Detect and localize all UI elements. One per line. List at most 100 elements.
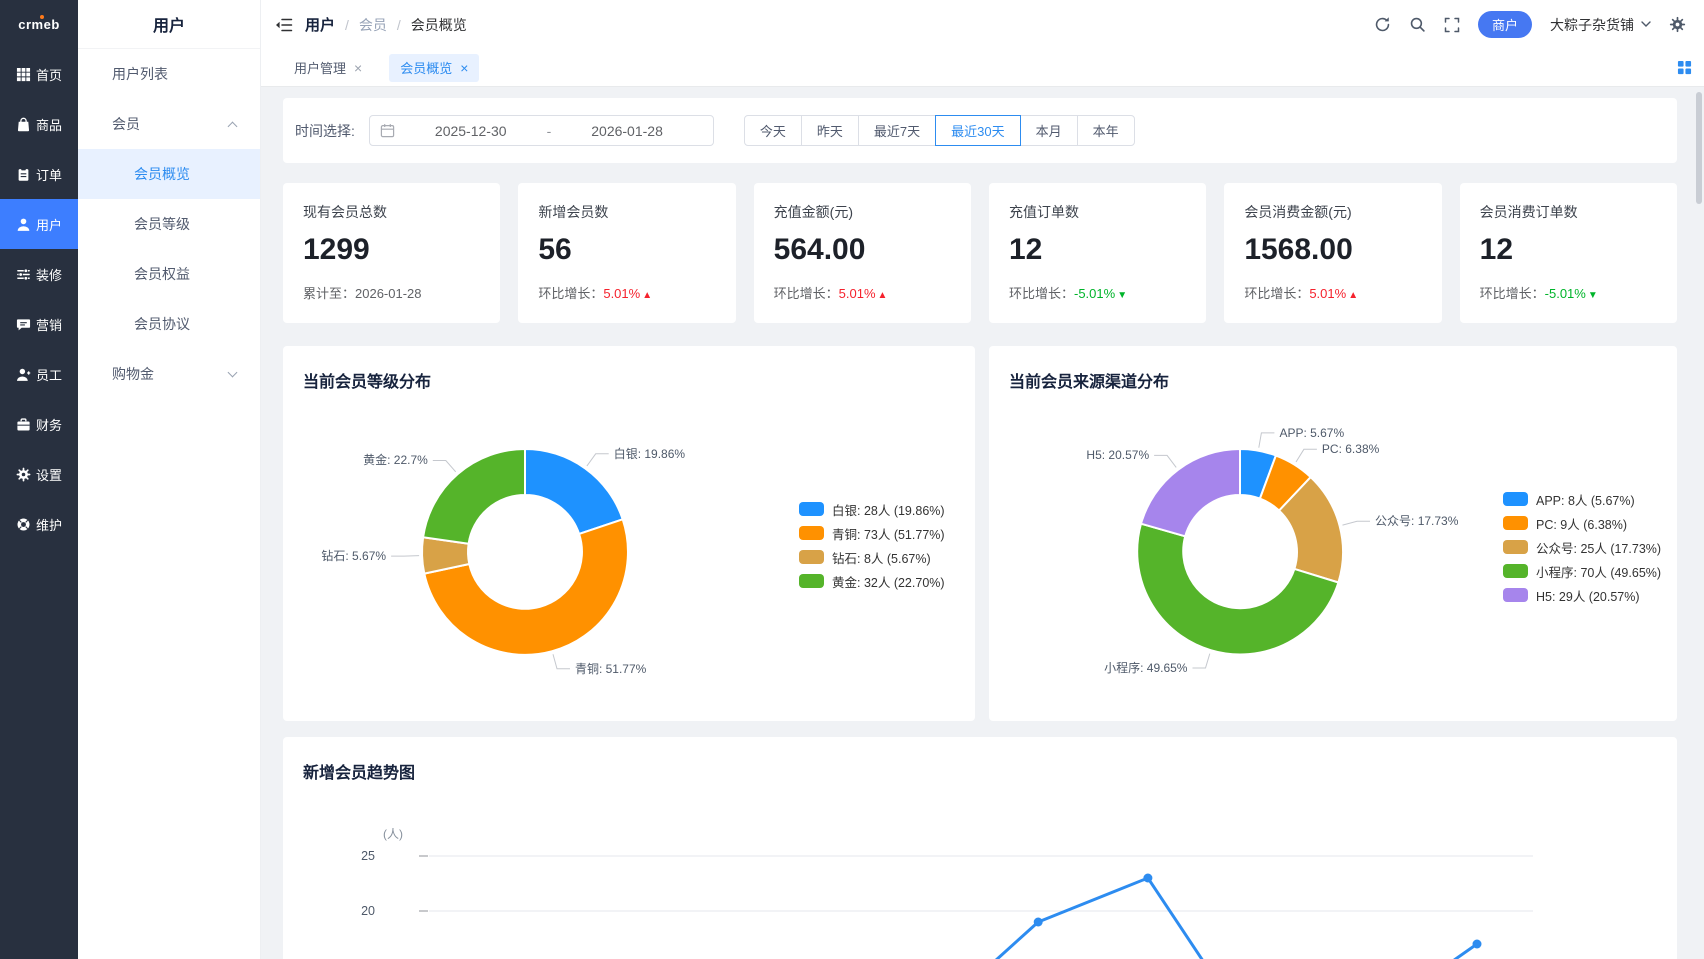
sidebar-group-member[interactable]: 会员 xyxy=(78,99,260,149)
pie-label-line xyxy=(1259,433,1275,448)
stat-foot-label: 环比增长： xyxy=(1480,286,1545,301)
pie-label-line xyxy=(1193,654,1210,668)
stat-card-consume-orders: 会员消费订单数 12 环比增长：-5.01%▼ xyxy=(1460,183,1677,323)
legend-item-黄金[interactable]: 黄金: 32人 (22.70%) xyxy=(799,574,945,588)
pie-label-line xyxy=(1296,449,1317,462)
sidebar-item-settings[interactable]: 设置 xyxy=(0,449,78,499)
date-range-picker[interactable]: 2025-12-30 - 2026-01-28 xyxy=(369,115,714,146)
sidebar-item-goods[interactable]: 商品 xyxy=(0,99,78,149)
legend-marker xyxy=(1503,540,1528,554)
sidebar-item-label: 首页 xyxy=(36,65,62,84)
y-tick-label: 20 xyxy=(361,904,375,918)
primary-sidebar: crmeb 首页 商品 订单 用户 装修 营销 员工 xyxy=(0,0,78,959)
stat-footer: 环比增长：5.01%▲ xyxy=(1244,283,1421,302)
sidebar-item-label: 财务 xyxy=(36,415,62,434)
chart-title: 当前会员来源渠道分布 xyxy=(1009,368,1169,392)
tab-user-management[interactable]: 用户管理 × xyxy=(283,54,373,82)
sidebar-item-decorate[interactable]: 装修 xyxy=(0,249,78,299)
search-button[interactable] xyxy=(1409,16,1426,33)
range-this-year-button[interactable]: 本年 xyxy=(1077,115,1135,146)
member-source-chart-card: 当前会员来源渠道分布 APP: 8人 (5.67%) PC: 9人 (6.38%)… xyxy=(989,346,1677,721)
end-date-value[interactable]: 2026-01-28 xyxy=(551,123,703,139)
stat-foot-value: -5.01% xyxy=(1545,286,1586,301)
start-date-value[interactable]: 2025-12-30 xyxy=(395,123,547,139)
submenu-item-label: 用户列表 xyxy=(112,64,168,84)
settings-button[interactable] xyxy=(1669,16,1686,33)
range-last30days-button[interactable]: 最近30天 xyxy=(935,115,1020,146)
sidebar-item-maintenance[interactable]: 维护 xyxy=(0,499,78,549)
merchant-badge[interactable]: 商户 xyxy=(1478,11,1532,38)
chart-legend: APP: 8人 (5.67%) PC: 9人 (6.38%) 公众号: 25人 (1… xyxy=(1503,492,1661,602)
vertical-scrollbar[interactable] xyxy=(1696,92,1702,204)
range-this-month-button[interactable]: 本月 xyxy=(1020,115,1078,146)
pie-label: H5: 20.57% xyxy=(1086,448,1149,462)
merchant-name-label: 大粽子杂货铺 xyxy=(1550,15,1634,35)
trend-line xyxy=(929,878,1478,959)
trend-arrow-icon: ▼ xyxy=(1117,290,1127,301)
breadcrumb-root[interactable]: 用户 xyxy=(305,14,335,35)
stat-foot-label: 环比增长： xyxy=(774,286,839,301)
breadcrumb-mid[interactable]: 会员 xyxy=(359,15,387,35)
close-icon[interactable]: × xyxy=(354,60,362,76)
sidebar-item-home[interactable]: 首页 xyxy=(0,49,78,99)
breadcrumb: 用户 / 会员 / 会员概览 xyxy=(305,14,467,35)
sidebar-item-staff[interactable]: 员工 xyxy=(0,349,78,399)
submenu-item-label: 会员协议 xyxy=(134,314,190,334)
stat-card-recharge-amount: 充值金额(元) 564.00 环比增长：5.01%▲ xyxy=(754,183,971,323)
donut-slice-H5[interactable] xyxy=(1141,449,1240,536)
legend-item-APP[interactable]: APP: 8人 (5.67%) xyxy=(1503,492,1661,506)
pie-label: 公众号: 17.73% xyxy=(1375,514,1458,528)
sidebar-item-user-list[interactable]: 用户列表 xyxy=(78,49,260,99)
pie-label-line xyxy=(433,461,456,472)
fullscreen-button[interactable] xyxy=(1444,17,1460,33)
legend-label: PC: 9人 (6.38%) xyxy=(1536,514,1627,533)
chart-title: 新增会员趋势图 xyxy=(303,759,415,783)
sidebar-group-shopping-gold[interactable]: 购物金 xyxy=(78,349,260,399)
trend-point xyxy=(1034,918,1043,927)
legend-item-白银[interactable]: 白银: 28人 (19.86%) xyxy=(799,502,945,516)
tab-bar: 用户管理 × 会员概览 × xyxy=(261,49,1704,87)
trend-arrow-icon: ▼ xyxy=(1588,290,1598,301)
lifebuoy-icon xyxy=(16,517,31,532)
range-today-button[interactable]: 今天 xyxy=(744,115,802,146)
pie-label-line xyxy=(391,556,419,557)
legend-item-H5[interactable]: H5: 29人 (20.57%) xyxy=(1503,588,1661,602)
bag-icon xyxy=(16,117,31,132)
tab-member-overview[interactable]: 会员概览 × xyxy=(389,54,479,82)
donut-slice-黄金[interactable] xyxy=(423,449,525,544)
range-yesterday-button[interactable]: 昨天 xyxy=(801,115,859,146)
legend-label: H5: 29人 (20.57%) xyxy=(1536,586,1640,605)
legend-item-公众号[interactable]: 公众号: 25人 (17.73%) xyxy=(1503,540,1661,554)
pie-label: 小程序: 49.65% xyxy=(1104,661,1187,675)
legend-item-青铜[interactable]: 青铜: 73人 (51.77%) xyxy=(799,526,945,540)
legend-marker xyxy=(799,502,824,516)
member-level-chart-card: 当前会员等级分布 白银: 28人 (19.86%)青铜: 73人 (51.77%… xyxy=(283,346,975,721)
legend-item-小程序[interactable]: 小程序: 70人 (49.65%) xyxy=(1503,564,1661,578)
refresh-button[interactable] xyxy=(1374,16,1391,33)
sidebar-item-label: 维护 xyxy=(36,515,62,534)
chart-legend: 白银: 28人 (19.86%) 青铜: 73人 (51.77%) 钻石: 8人 (… xyxy=(799,502,945,588)
collapse-menu-button[interactable] xyxy=(275,17,293,33)
legend-item-PC[interactable]: PC: 9人 (6.38%) xyxy=(1503,516,1661,530)
stat-footer: 累计至：2026-01-28 xyxy=(303,283,480,302)
sidebar-item-member-rights[interactable]: 会员权益 xyxy=(78,249,260,299)
range-last7days-button[interactable]: 最近7天 xyxy=(858,115,936,146)
sidebar-item-orders[interactable]: 订单 xyxy=(0,149,78,199)
sidebar-item-finance[interactable]: 财务 xyxy=(0,399,78,449)
sidebar-item-member-overview[interactable]: 会员概览 xyxy=(78,149,260,199)
close-icon[interactable]: × xyxy=(460,60,468,76)
legend-item-钻石[interactable]: 钻石: 8人 (5.67%) xyxy=(799,550,945,564)
stat-foot-value: -5.01% xyxy=(1074,286,1115,301)
search-icon xyxy=(1409,16,1426,33)
submenu-item-label: 会员等级 xyxy=(134,214,190,234)
sidebar-item-marketing[interactable]: 营销 xyxy=(0,299,78,349)
legend-label: 公众号: 25人 (17.73%) xyxy=(1536,538,1661,557)
tab-label: 会员概览 xyxy=(400,58,452,77)
home-grid-icon xyxy=(16,67,31,82)
tab-layout-button[interactable] xyxy=(1677,60,1692,75)
sidebar-item-member-level[interactable]: 会员等级 xyxy=(78,199,260,249)
sidebar-item-users[interactable]: 用户 xyxy=(0,199,78,249)
merchant-switcher[interactable]: 大粽子杂货铺 xyxy=(1550,15,1651,35)
donut-slice-白银[interactable] xyxy=(525,449,623,534)
sidebar-item-member-agreement[interactable]: 会员协议 xyxy=(78,299,260,349)
